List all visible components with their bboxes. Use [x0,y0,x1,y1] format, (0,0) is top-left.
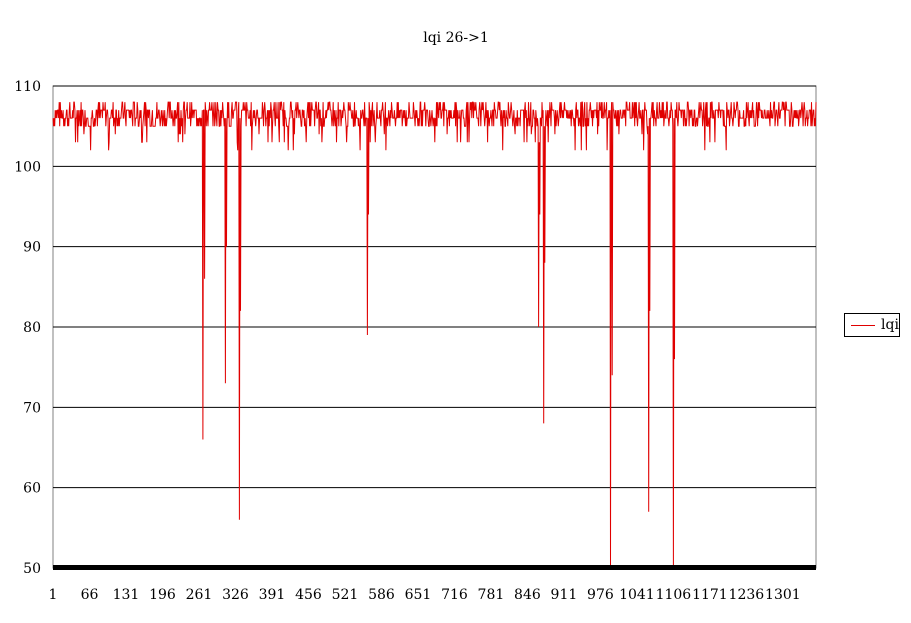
x-tick-label: 521 [332,587,359,603]
y-tick-label: 100 [14,159,41,175]
y-tick-label: 80 [23,320,41,336]
y-tick-label: 110 [14,79,41,95]
x-tick-label: 391 [259,587,286,603]
y-tick-label: 70 [23,400,41,416]
y-tick-label: 90 [23,240,41,256]
x-tick-label: 586 [368,587,395,603]
x-tick-label: 716 [441,587,468,603]
x-tick-label: 1301 [765,587,801,603]
x-tick-label: 911 [551,587,578,603]
series-line-lqi [52,101,817,569]
legend-swatch-lqi [851,325,875,326]
x-tick-label: 1106 [656,587,692,603]
x-tick-label: 1171 [692,587,728,603]
x-tick-label: 651 [405,587,432,603]
x-tick-label: 66 [81,587,99,603]
chart-title: lqi 26->1 [423,30,489,46]
x-tick-label: 1 [49,587,58,603]
x-tick-label: 326 [222,587,249,603]
x-axis-tick-labels: 1 66 131 196 261 326 391 456 521 586 651 716 781 846 9… [49,587,801,603]
x-tick-label: 196 [149,587,176,603]
x-tick-label: 1041 [619,587,655,603]
legend: lqi [844,313,900,337]
x-tick-label: 261 [186,587,213,603]
y-tick-label: 50 [23,561,41,577]
legend-label-lqi: lqi [881,317,899,333]
y-tick-label: 60 [23,481,41,497]
x-tick-label: 781 [478,587,505,603]
x-tick-label: 846 [514,587,541,603]
x-tick-label: 456 [295,587,322,603]
y-axis-tick-labels: 50 60 70 80 90 100 110 [14,79,41,577]
x-tick-label: 1236 [729,587,765,603]
x-axis-bar [53,565,816,570]
x-tick-label: 131 [113,587,140,603]
x-tick-label: 976 [587,587,614,603]
gridlines [53,85,816,489]
